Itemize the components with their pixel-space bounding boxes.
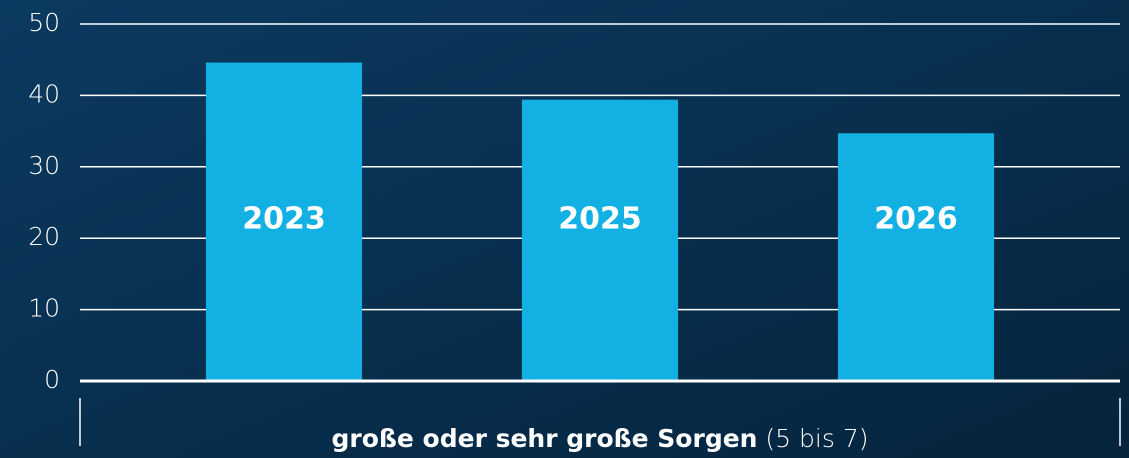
y-tick-label: 50 bbox=[28, 8, 60, 37]
category-label: 2026 bbox=[874, 202, 958, 237]
bar bbox=[205, 62, 363, 381]
category-label: 2023 bbox=[242, 202, 326, 237]
bar bbox=[837, 133, 995, 381]
bar bbox=[521, 99, 679, 382]
y-tick-label: 20 bbox=[28, 222, 60, 251]
x-axis-label: große oder sehr große Sorgen (5 bis 7) bbox=[332, 424, 869, 453]
y-tick-label: 30 bbox=[28, 151, 60, 180]
y-tick-label: 40 bbox=[28, 79, 60, 108]
category-label: 2025 bbox=[558, 202, 642, 237]
x-label-main: große oder sehr große Sorgen bbox=[332, 424, 758, 453]
y-tick-label: 0 bbox=[44, 365, 60, 394]
x-label-note: (5 bis 7) bbox=[765, 424, 868, 453]
y-tick-label: 10 bbox=[28, 294, 60, 323]
